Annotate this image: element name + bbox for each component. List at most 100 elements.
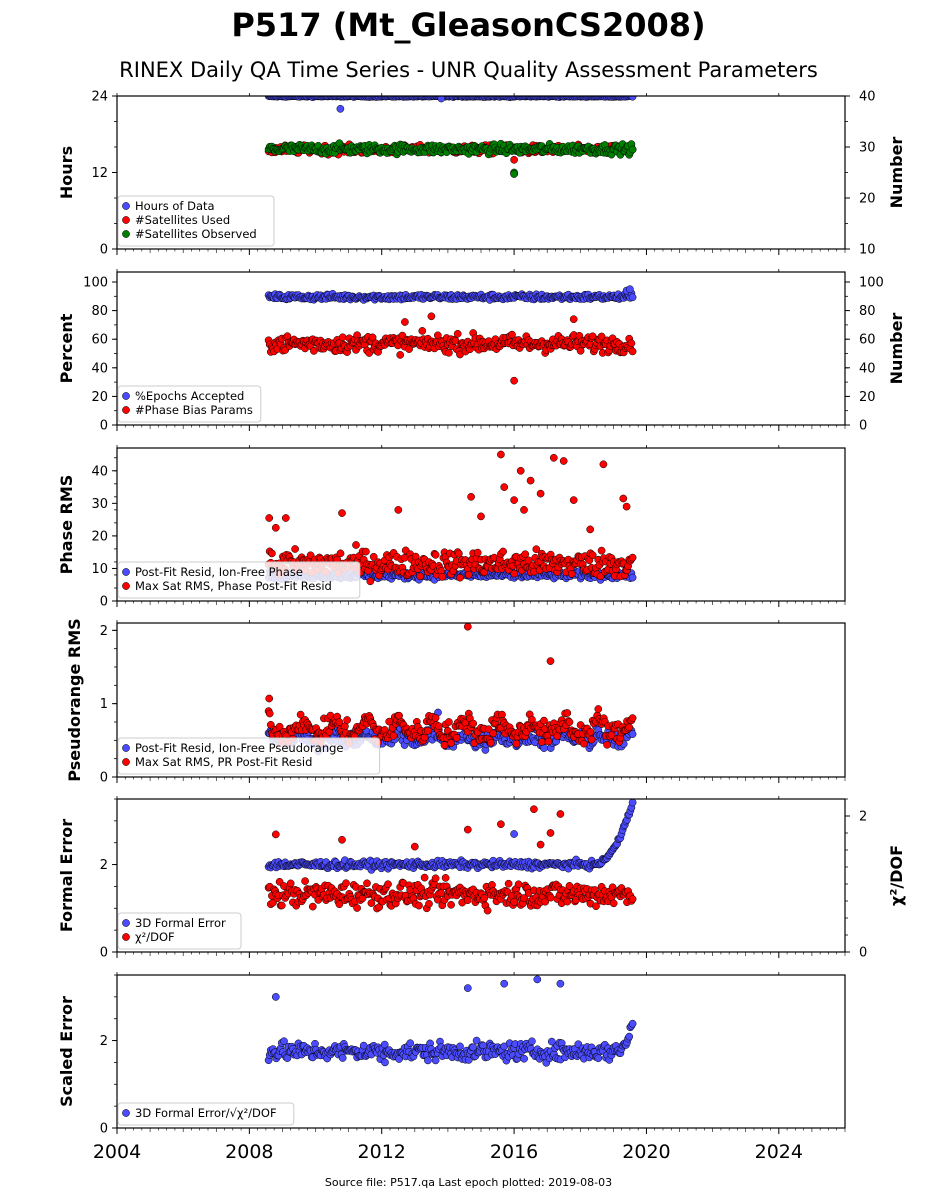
y-tick-label: 10 bbox=[91, 562, 108, 577]
data-point bbox=[565, 882, 574, 890]
y-tick-label: 100 bbox=[83, 276, 108, 291]
outlier-point bbox=[381, 1058, 389, 1067]
y-axis-label: Percent bbox=[57, 313, 76, 383]
data-point bbox=[447, 739, 455, 747]
outlier-point bbox=[463, 825, 472, 834]
data-point bbox=[455, 549, 463, 558]
data-point bbox=[520, 894, 528, 902]
data-point bbox=[588, 551, 597, 560]
data-point bbox=[603, 740, 611, 749]
legend-1: Hours of Data#Satellites Used#Satellites… bbox=[117, 195, 275, 247]
outlier-point bbox=[510, 170, 518, 178]
data-point bbox=[431, 874, 440, 883]
data-point bbox=[628, 714, 637, 722]
legend-marker bbox=[122, 758, 130, 766]
outlier-point bbox=[497, 450, 505, 459]
data-point bbox=[528, 1037, 536, 1046]
data-point bbox=[456, 573, 464, 582]
x-tick-label: 2012 bbox=[358, 1141, 406, 1163]
series-1-1 bbox=[264, 96, 637, 178]
data-point bbox=[472, 1036, 481, 1045]
data-point bbox=[489, 729, 498, 738]
legend-box bbox=[117, 195, 275, 247]
data-point bbox=[628, 145, 637, 154]
data-point bbox=[343, 716, 351, 724]
data-point bbox=[384, 880, 392, 889]
data-point bbox=[540, 716, 548, 725]
outlier-point bbox=[533, 975, 542, 984]
y2-axis-label: Number bbox=[887, 137, 906, 209]
legend-marker bbox=[122, 744, 130, 752]
y-tick-label: 12 bbox=[91, 166, 108, 181]
data-point bbox=[628, 730, 637, 738]
outlier-point bbox=[394, 506, 403, 514]
figure-title: P517 (Mt_GleasonCS2008) bbox=[231, 6, 706, 44]
y-tick-label: 1 bbox=[100, 697, 108, 712]
data-point bbox=[363, 879, 371, 888]
legend-label: #Phase Bias Params bbox=[135, 403, 253, 417]
data-point bbox=[338, 333, 347, 342]
data-point bbox=[524, 556, 533, 565]
y-tick-label: 60 bbox=[91, 333, 108, 348]
data-point bbox=[335, 900, 344, 909]
outlier-point bbox=[510, 155, 518, 164]
legend-box bbox=[117, 561, 361, 599]
y-tick-label: 2 bbox=[100, 858, 108, 873]
series-2-1 bbox=[264, 285, 637, 304]
data-point bbox=[308, 902, 317, 911]
y-tick-label: 0 bbox=[100, 1122, 108, 1137]
y2-tick-label: 30 bbox=[859, 141, 876, 156]
legend-label: 3D Formal Error bbox=[135, 916, 226, 930]
data-point bbox=[469, 719, 478, 728]
data-point bbox=[368, 333, 377, 342]
data-point bbox=[437, 889, 446, 897]
y-axis-label: Phase RMS bbox=[57, 475, 76, 575]
outlier-point bbox=[510, 830, 518, 838]
data-point bbox=[353, 904, 361, 912]
data-point bbox=[546, 893, 555, 902]
data-point bbox=[433, 331, 442, 340]
data-point bbox=[563, 897, 572, 906]
data-point bbox=[553, 732, 562, 741]
series-1-3 bbox=[264, 139, 637, 178]
data-point bbox=[418, 327, 427, 335]
data-point bbox=[597, 332, 606, 341]
y-tick-label: 2 bbox=[100, 624, 108, 639]
data-point bbox=[498, 710, 506, 719]
legend-label: #Satellites Observed bbox=[135, 227, 257, 241]
data-point bbox=[512, 739, 521, 748]
outlier-point bbox=[520, 506, 528, 514]
data-point bbox=[415, 901, 423, 910]
data-point bbox=[280, 1037, 288, 1046]
data-point bbox=[628, 1019, 637, 1028]
outlier-point bbox=[437, 96, 446, 103]
source-footer: Source file: P517.qa Last epoch plotted:… bbox=[324, 1176, 613, 1189]
x-tick-label: 2020 bbox=[622, 1141, 670, 1163]
data-point bbox=[628, 553, 637, 562]
y-tick-label: 0 bbox=[100, 946, 108, 961]
outlier-point bbox=[586, 525, 595, 534]
data-point bbox=[592, 902, 600, 911]
data-point bbox=[367, 899, 376, 907]
legend-box bbox=[117, 1102, 295, 1126]
data-point bbox=[447, 900, 455, 909]
legend-label: 3D Formal Error/√χ²/DOF bbox=[135, 1106, 277, 1120]
outlier-point bbox=[427, 312, 436, 321]
outlier-point bbox=[626, 285, 634, 294]
y2-tick-label: 80 bbox=[859, 304, 876, 319]
data-point bbox=[425, 899, 433, 908]
outlier-point bbox=[569, 315, 578, 324]
series-2-2 bbox=[264, 312, 637, 385]
y-tick-label: 20 bbox=[91, 529, 108, 544]
data-point bbox=[406, 1039, 415, 1048]
outlier-point bbox=[497, 820, 505, 829]
data-point bbox=[628, 293, 637, 302]
legend-label: χ²/DOF bbox=[135, 930, 175, 944]
data-point bbox=[587, 735, 596, 744]
legend-2: %Epochs Accepted#Phase Bias Params bbox=[117, 385, 262, 423]
outlier-point bbox=[500, 483, 509, 491]
